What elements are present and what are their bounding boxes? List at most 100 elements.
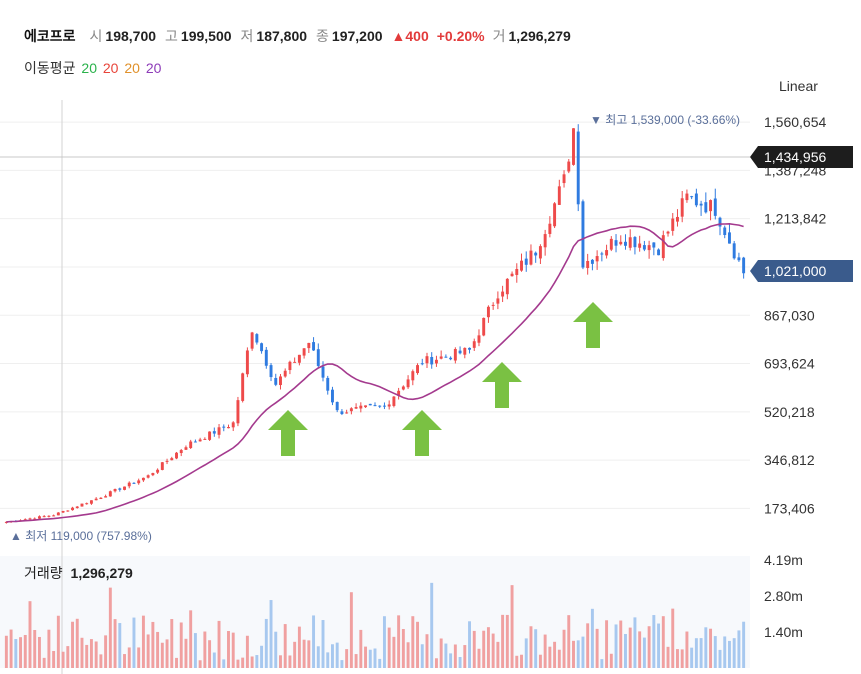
volume-bar <box>141 615 145 668</box>
candle-body <box>463 347 467 355</box>
volume-bar <box>524 638 528 668</box>
price-tick-label: 173,406 <box>764 500 815 516</box>
candle-body <box>373 405 377 407</box>
candle-body <box>132 482 136 484</box>
volume-bar <box>170 619 174 668</box>
ma-label: 이동평균 <box>24 60 76 76</box>
candle-body <box>449 357 453 360</box>
candle-body <box>364 405 368 408</box>
up-arrow-icon <box>573 302 613 348</box>
volume-bar <box>104 635 108 668</box>
high-annotation: ▼ 최고 1,539,000 (-33.66%) <box>590 113 740 127</box>
candle-body <box>297 354 301 363</box>
volume-tick-label: 1.40m <box>764 624 803 640</box>
low-label: 저 <box>240 28 254 44</box>
candle-body <box>321 366 325 378</box>
volume-bar <box>529 626 533 668</box>
volume-bar <box>368 649 372 668</box>
volume-bar <box>250 656 254 668</box>
volume-bar <box>14 638 18 668</box>
moving-average-line <box>6 222 744 523</box>
volume-bar <box>364 646 368 668</box>
candle-body <box>146 475 150 478</box>
candle-body <box>33 518 37 520</box>
candle-body <box>307 342 311 349</box>
volume-bar <box>505 614 509 668</box>
high-label: 고 <box>165 28 178 44</box>
volume-bar <box>586 623 590 668</box>
volume-bar <box>619 620 623 668</box>
volume-bar <box>472 630 476 668</box>
candle-body <box>118 488 122 490</box>
quote-header: 에코프로 시 198,700 고 199,500 저 187,800 종 197… <box>24 24 580 48</box>
volume-bar <box>463 645 467 668</box>
scale-toggle-button[interactable]: Linear <box>779 78 818 94</box>
candle-body <box>75 506 79 509</box>
volume-bar <box>425 634 429 668</box>
low-annotation: ▲ 최저 119,000 (757.98%) <box>10 529 152 543</box>
ma-period-3: 20 <box>124 60 140 76</box>
candle-body <box>430 357 434 365</box>
candle-body <box>37 516 41 519</box>
volume-bar <box>330 644 334 668</box>
up-arrow-icon <box>402 410 442 456</box>
volume-bar <box>576 640 580 668</box>
candle-body <box>510 273 514 277</box>
candle-body <box>737 257 741 261</box>
candle-body <box>255 334 259 343</box>
volume-bar <box>132 617 136 668</box>
volume-bar <box>430 582 434 668</box>
candle-body <box>231 422 235 428</box>
volume-bar <box>614 624 618 668</box>
volume-bar <box>279 655 282 668</box>
candle-body <box>326 377 330 391</box>
candle-body <box>165 460 169 462</box>
candle-body <box>586 260 590 269</box>
volume-bar <box>572 640 575 668</box>
candle-body <box>127 482 131 487</box>
volume-bar <box>378 658 382 668</box>
candle-body <box>444 356 448 358</box>
volume-bar <box>595 628 599 668</box>
candle-body <box>420 363 424 365</box>
volume-bar <box>732 638 736 668</box>
candle-body <box>434 359 438 364</box>
volume-bar <box>713 636 717 668</box>
candle-body <box>576 131 580 205</box>
moving-average-legend[interactable]: 이동평균 20 20 20 20 <box>24 58 161 78</box>
volume-bar <box>434 658 438 668</box>
candle-body <box>160 462 164 470</box>
candle-body <box>141 477 145 481</box>
volume-bar <box>392 636 396 668</box>
volume-bar <box>567 615 571 668</box>
open-value: 198,700 <box>105 28 157 44</box>
volume-panel-label: 거래량 <box>24 565 63 581</box>
candle-body <box>538 246 542 259</box>
volume-bar <box>453 644 457 668</box>
volume-bar <box>652 615 656 668</box>
candle-body <box>52 515 56 517</box>
candle-body <box>302 348 306 356</box>
candle-body <box>104 496 108 498</box>
volume-bar <box>401 628 405 668</box>
candle-body <box>283 370 287 377</box>
candle-body <box>411 371 415 381</box>
candles <box>4 124 746 524</box>
volume-bar <box>458 656 462 668</box>
candle-body <box>368 403 372 406</box>
candle-body <box>524 258 528 265</box>
up-arrow-icon <box>482 362 522 408</box>
volume-label: 거 <box>492 28 506 44</box>
candle-body <box>71 507 74 511</box>
volume-bar <box>156 631 160 668</box>
volume-bar <box>609 653 613 668</box>
volume-bar <box>245 635 249 668</box>
candle-body <box>666 231 670 234</box>
candle-body <box>595 256 599 262</box>
volume-value: 1,296,279 <box>508 28 571 44</box>
candle-body <box>222 426 226 428</box>
volume-bar <box>411 616 415 668</box>
volume-bar <box>534 629 538 668</box>
candle-body <box>690 196 694 198</box>
